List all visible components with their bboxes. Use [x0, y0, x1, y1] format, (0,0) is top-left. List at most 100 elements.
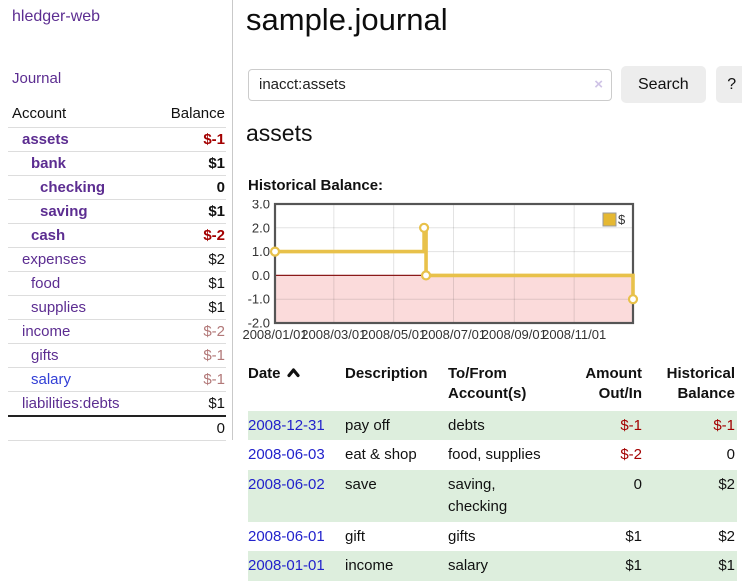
- account-row: supplies $1: [8, 295, 226, 320]
- transaction-accounts: saving, checking: [448, 476, 508, 515]
- svg-text:-2.0: -2.0: [248, 316, 270, 331]
- search-form: × Search ?: [248, 66, 742, 103]
- register-table: Date Description To/From Account(s) Amoun…: [248, 362, 737, 581]
- svg-text:2008/11/01: 2008/11/01: [542, 327, 606, 342]
- account-balance: $-2: [203, 323, 225, 340]
- transaction-date-link[interactable]: 2008-06-01: [248, 527, 325, 545]
- account-row: gifts $-1: [8, 343, 226, 368]
- account-balance: $1: [208, 203, 225, 220]
- account-row: salary $-1: [8, 367, 226, 392]
- svg-text:$: $: [618, 212, 626, 227]
- chart-title: Historical Balance:: [248, 177, 384, 194]
- sidebar-divider: [232, 0, 233, 440]
- register-header-row: Date Description To/From Account(s) Amoun…: [248, 362, 737, 411]
- transaction-balance: $-1: [713, 416, 735, 434]
- account-link-gifts[interactable]: gifts: [31, 347, 59, 364]
- accounts-header-balance: Balance: [170, 105, 225, 122]
- svg-text:2008/07/01: 2008/07/01: [421, 327, 486, 342]
- clear-search-icon[interactable]: ×: [594, 75, 603, 93]
- account-row: food $1: [8, 271, 226, 296]
- account-link-liabilities-debts[interactable]: liabilities:debts: [22, 395, 120, 412]
- svg-text:-1.0: -1.0: [248, 292, 270, 307]
- account-balance: $1: [208, 395, 225, 412]
- account-balance: $-2: [203, 227, 225, 244]
- account-balance: $1: [208, 299, 225, 316]
- transaction-row: 2008-06-02 save saving, checking 0 $2: [248, 470, 737, 522]
- transaction-date-link[interactable]: 2008-01-01: [248, 557, 325, 575]
- transaction-row: 2008-12-31 pay off debts $-1 $-1: [248, 410, 737, 441]
- account-balance: $1: [208, 275, 225, 292]
- svg-text:2008/09/01: 2008/09/01: [482, 327, 547, 342]
- app-title-link[interactable]: hledger-web: [12, 8, 101, 25]
- account-row: checking 0: [8, 175, 226, 200]
- transaction-description: pay off: [345, 416, 390, 434]
- transaction-amount: $-2: [620, 446, 642, 464]
- account-row: assets $-1: [8, 127, 226, 152]
- account-row: expenses $2: [8, 247, 226, 272]
- transaction-description: income: [345, 557, 394, 575]
- search-button[interactable]: Search: [621, 66, 706, 103]
- header-accounts: To/From Account(s): [448, 365, 527, 403]
- transaction-amount: 0: [633, 476, 642, 493]
- transaction-accounts: gifts: [448, 527, 476, 545]
- transaction-balance: $2: [718, 476, 735, 493]
- account-link-saving[interactable]: saving: [40, 203, 88, 220]
- transaction-accounts: debts: [448, 416, 485, 434]
- accounts-table: Account Balance assets $-1 bank $1 checkin…: [8, 102, 226, 441]
- account-link-supplies[interactable]: supplies: [31, 299, 87, 316]
- transaction-description: eat & shop: [345, 446, 417, 464]
- transaction-accounts: salary: [448, 557, 489, 575]
- svg-text:3.0: 3.0: [252, 200, 270, 212]
- accounts-total-value: 0: [216, 420, 225, 437]
- transaction-description: save: [345, 476, 377, 493]
- account-link-checking[interactable]: checking: [40, 179, 106, 196]
- account-link-assets[interactable]: assets: [22, 131, 69, 148]
- account-balance: $-1: [203, 347, 225, 364]
- account-link-salary[interactable]: salary: [31, 371, 72, 388]
- account-page-title: assets: [246, 120, 313, 146]
- account-link-bank[interactable]: bank: [31, 155, 67, 172]
- header-amount: Amount Out/In: [585, 365, 642, 403]
- transaction-balance: 0: [726, 446, 735, 464]
- account-balance: 0: [216, 179, 225, 196]
- svg-text:2008/01/01: 2008/01/01: [243, 327, 308, 342]
- account-link-income[interactable]: income: [22, 323, 71, 340]
- account-balance: $2: [208, 251, 225, 268]
- help-button[interactable]: ?: [715, 66, 742, 103]
- search-input[interactable]: [248, 68, 612, 101]
- svg-text:2.0: 2.0: [252, 220, 270, 235]
- account-row: saving $1: [8, 199, 226, 224]
- account-row: liabilities:debts $1: [8, 391, 226, 417]
- svg-text:2008/05/01: 2008/05/01: [361, 327, 426, 342]
- transaction-description: gift: [345, 527, 366, 545]
- account-balance: $-1: [203, 131, 225, 148]
- svg-text:2008/03/01: 2008/03/01: [301, 327, 366, 342]
- header-date[interactable]: Date: [248, 362, 345, 411]
- transaction-balance: $2: [718, 527, 735, 545]
- svg-text:0.0: 0.0: [252, 268, 270, 283]
- account-link-expenses[interactable]: expenses: [22, 251, 87, 268]
- account-row: bank $1: [8, 151, 226, 176]
- accounts-header-account: Account: [12, 105, 67, 122]
- account-balance: $1: [208, 155, 225, 172]
- sort-ascending-icon: [286, 364, 300, 384]
- accounts-total-row: 0: [8, 416, 226, 441]
- historical-balance-chart: 3.0 2.0 1.0 0.0 -1.0 -2.0 2008/01/01 2008/03/01…: [242, 197, 643, 350]
- transaction-amount: $-1: [620, 416, 642, 434]
- transaction-row: 2008-06-01 gift gifts $1 $2: [248, 522, 737, 552]
- transaction-balance: $1: [718, 557, 735, 575]
- page-title: sample.journal: [246, 2, 448, 37]
- accounts-header-row: Account Balance: [8, 102, 226, 128]
- header-balance: Historical Balance: [666, 365, 735, 403]
- account-link-food[interactable]: food: [31, 275, 61, 292]
- header-description: Description: [345, 365, 428, 382]
- account-link-cash[interactable]: cash: [31, 227, 66, 244]
- transaction-date-link[interactable]: 2008-12-31: [248, 416, 325, 434]
- transaction-row: 2008-06-03 eat & shop food, supplies $-2…: [248, 440, 737, 470]
- transaction-row: 2008-01-01 income salary $1 $1: [248, 551, 737, 581]
- account-row: cash $-2: [8, 223, 226, 248]
- svg-text:1.0: 1.0: [252, 244, 270, 259]
- transaction-date-link[interactable]: 2008-06-03: [248, 446, 325, 464]
- transaction-date-link[interactable]: 2008-06-02: [248, 476, 325, 493]
- sidebar-item-journal[interactable]: Journal: [12, 70, 62, 87]
